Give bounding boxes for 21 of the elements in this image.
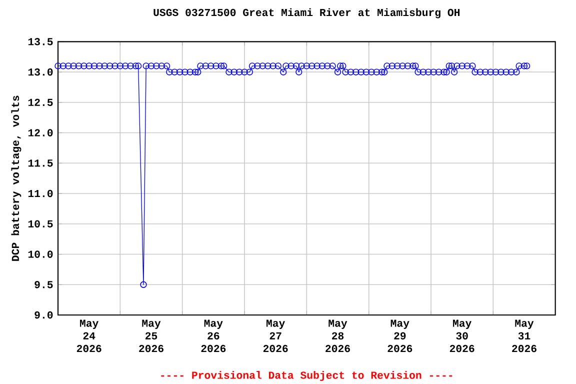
y-tick-label: 12.5 — [28, 98, 53, 106]
x-tick-label: May 30 2026 — [450, 320, 474, 352]
chart-title: USGS 03271500 Great Miami River at Miamisburg OH — [154, 8, 460, 18]
x-tick-label: May 29 2026 — [388, 320, 412, 352]
y-tick-label: 10.5 — [28, 220, 53, 228]
y-tick-label: 13.5 — [28, 38, 53, 46]
text: ---- Provisional Data Subject to Revision ---- — [161, 371, 452, 381]
y-tick-label: 11.0 — [28, 190, 53, 198]
x-tick-label: May 25 2026 — [139, 320, 164, 352]
x-tick-label: May 28 2026 — [326, 320, 350, 352]
y-axis-title: DCP battery voltage, volts — [11, 96, 22, 261]
y-tick-label: 9.5 — [34, 281, 53, 288]
y-tick-label: 10.0 — [28, 250, 53, 258]
y-tick-label: 11.5 — [28, 160, 53, 167]
y-tick-label: 12.0 — [28, 129, 53, 136]
y-tick-label: 13.0 — [28, 68, 53, 76]
x-tick-label: May 27 2026 — [263, 320, 288, 352]
y-tick-label: 9.0 — [34, 311, 53, 319]
x-tick-label: May 24 2026 — [76, 320, 102, 352]
x-tick-label: May 31 2026 — [512, 320, 536, 352]
x-tick-label: May 26 2026 — [201, 320, 226, 352]
